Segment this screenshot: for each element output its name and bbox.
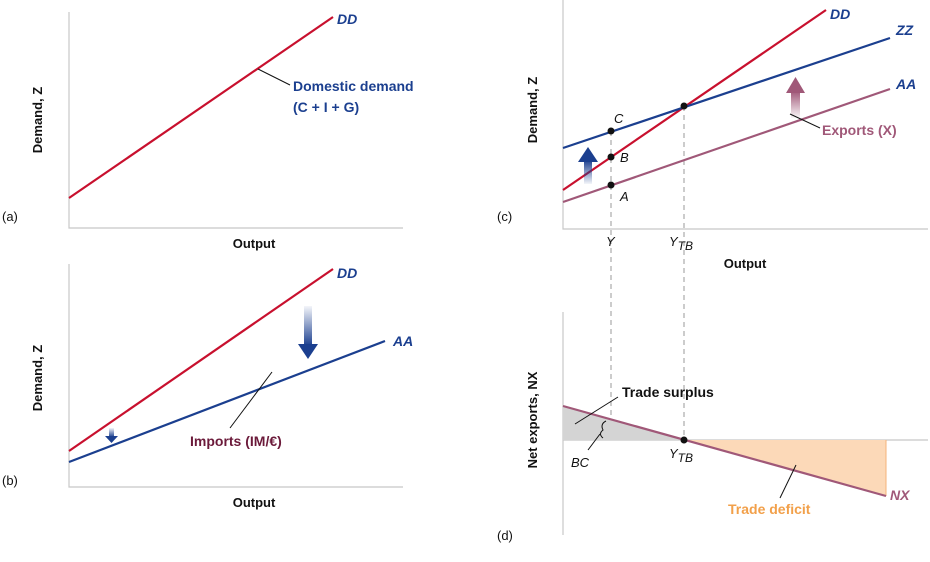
panel-d-tick-ytb: YTB xyxy=(669,446,693,465)
panel-b-shift-arrow-small xyxy=(105,428,118,443)
panel-c-aa-label: AA xyxy=(895,76,916,92)
panel-d-deficit-label: Trade deficit xyxy=(728,501,811,517)
panel-d-y-axis-label: Net exports, NX xyxy=(525,371,540,468)
panel-d-tag: (d) xyxy=(497,528,513,543)
panel-c-point-a xyxy=(607,181,615,189)
panel-c-dd-curve xyxy=(562,9,827,191)
panel-b-annotation-leader xyxy=(229,371,273,429)
panel-c-aa-curve xyxy=(562,87,891,204)
panel-c-axes xyxy=(562,0,928,230)
panel-b: (b) Demand, Z Output DD AA Imports (IM/€… xyxy=(2,264,413,510)
panel-c-zz-curve xyxy=(562,36,891,150)
panel-a-annotation-line2: (C + I + G) xyxy=(293,99,359,115)
panel-d-surplus-label: Trade surplus xyxy=(622,384,714,400)
panel-b-dd-label: DD xyxy=(337,265,357,281)
panel-c-exports-annotation: Exports (X) xyxy=(822,122,897,138)
panel-c-tick-ytb: YTB xyxy=(669,234,693,253)
panel-b-dd-curve xyxy=(68,268,334,452)
panel-b-aa-label: AA xyxy=(392,333,413,349)
panel-c-y-axis-label: Demand, Z xyxy=(525,77,540,144)
panel-b-shift-arrow-large xyxy=(298,306,318,359)
panel-d-nx-curve xyxy=(562,404,887,498)
panel-c: (c) Demand, Z Output DD ZZ AA Exports (X… xyxy=(497,0,928,440)
panel-a-dd-curve xyxy=(68,16,334,199)
panel-d-surplus-leader xyxy=(574,396,619,425)
panel-c-x-axis-label: Output xyxy=(724,256,767,271)
panel-d-nx-label: NX xyxy=(890,487,911,503)
panel-c-tag: (c) xyxy=(497,209,512,224)
panel-c-point-a-label: A xyxy=(619,189,629,204)
panel-b-annotation: Imports (IM/€) xyxy=(190,433,282,449)
panel-a-tag: (a) xyxy=(2,209,18,224)
panel-c-shift-arrow-blue xyxy=(578,147,598,184)
panel-d-bc-brace xyxy=(600,420,607,439)
panel-c-tick-y: Y xyxy=(606,234,616,249)
panel-c-dd-label: DD xyxy=(830,6,850,22)
panel-b-aa-curve xyxy=(68,339,386,464)
panel-a-x-axis-label: Output xyxy=(233,236,276,251)
panel-c-shift-arrow-mauve xyxy=(786,77,805,118)
panel-d-bc-label: BC xyxy=(571,455,590,470)
panel-a-axes xyxy=(68,12,403,229)
panel-a-annotation-leader xyxy=(257,68,291,86)
panel-a-annotation-line1: Domestic demand xyxy=(293,78,414,94)
panel-b-tag: (b) xyxy=(2,473,18,488)
panel-c-point-b-label: B xyxy=(620,150,629,165)
panel-d-deficit-leader xyxy=(779,464,797,499)
panel-a-y-axis-label: Demand, Z xyxy=(30,87,45,154)
panel-c-point-equilibrium xyxy=(680,102,688,110)
panel-d-bc-leader xyxy=(587,433,601,451)
panel-c-exports-leader xyxy=(789,113,821,129)
panel-c-point-c xyxy=(607,127,615,135)
panel-d: (d) Net exports, NX NX Trade surplus Tra… xyxy=(497,312,928,543)
panel-b-axes xyxy=(68,264,403,488)
panel-b-y-axis-label: Demand, Z xyxy=(30,345,45,412)
panel-b-x-axis-label: Output xyxy=(233,495,276,510)
panel-c-zz-label: ZZ xyxy=(895,22,914,38)
panel-a: (a) Demand, Z Output DD Domestic demand … xyxy=(2,11,414,251)
panel-d-point-ytb xyxy=(680,436,688,444)
panel-c-point-c-label: C xyxy=(614,111,624,126)
panel-c-point-b xyxy=(607,153,615,161)
panel-a-dd-label: DD xyxy=(337,11,357,27)
